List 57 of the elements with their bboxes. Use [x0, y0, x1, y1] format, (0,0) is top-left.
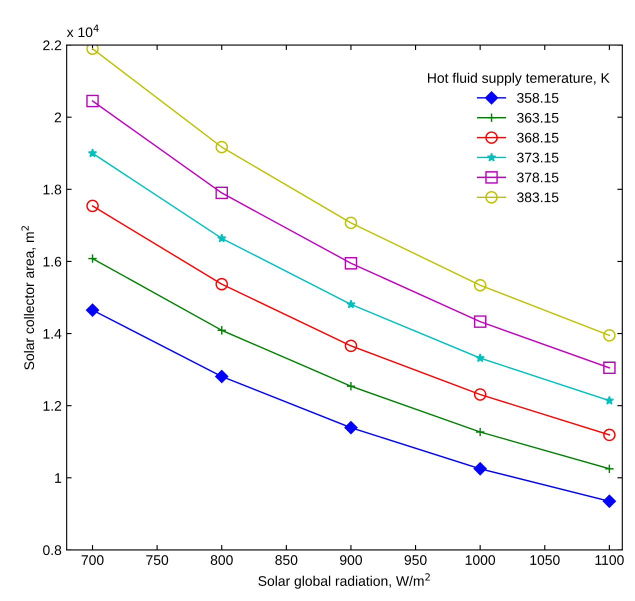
legend-title: Hot fluid supply temerature, K: [428, 72, 610, 86]
x-tick-label: 750: [146, 555, 168, 565]
x-tick-label: 1000: [466, 555, 496, 565]
point: [88, 148, 98, 158]
y-tick-label: 2: [54, 112, 62, 122]
y-tick-label: 1.6: [44, 256, 62, 267]
point: [604, 464, 614, 474]
x-tick-label: 850: [275, 555, 298, 565]
point: [86, 304, 100, 317]
legend-label: 373.15: [517, 152, 558, 162]
point: [217, 233, 226, 242]
point: [602, 494, 616, 508]
point: [344, 216, 358, 230]
point: [346, 381, 356, 392]
point: [86, 200, 99, 212]
y-tick-label: 1.4: [44, 329, 62, 339]
point: [215, 140, 228, 154]
point: [346, 299, 356, 308]
point: [88, 254, 98, 264]
legend-label: 378.15: [517, 172, 558, 182]
point: [86, 45, 99, 55]
point: [474, 462, 487, 476]
point: [474, 278, 486, 292]
point: [475, 427, 486, 437]
y-tick-label: 1.8: [44, 184, 62, 194]
point: [216, 325, 227, 336]
point: [603, 329, 616, 342]
point: [215, 186, 228, 200]
point: [215, 278, 228, 290]
point: [344, 340, 358, 352]
y-tick-label: 1.2: [44, 401, 62, 411]
x-axis-title: Solar global radiation, W/m$^{2}$: [258, 573, 430, 589]
point: [603, 362, 616, 374]
legend-label: 358.15: [517, 92, 558, 103]
x-tick-label: 800: [210, 555, 233, 565]
point: [604, 396, 614, 405]
legend-label: 363.15: [517, 112, 558, 123]
point: [86, 94, 99, 108]
point: [474, 388, 486, 401]
y-axis-title: Solar collector area, m$^{2}$: [21, 226, 36, 370]
legend-label: 383.15: [517, 192, 558, 202]
x-tick-label: 900: [340, 555, 362, 565]
legend-label: 368.15: [517, 132, 558, 143]
text: x 10$^{4}$: [66, 24, 99, 38]
y-tick-label: 2.2: [43, 40, 62, 50]
point: [603, 428, 616, 442]
point: [215, 370, 228, 384]
x-tick-label: 1100: [596, 555, 624, 565]
x-tick-label: 1050: [530, 555, 560, 565]
point: [344, 256, 358, 270]
x-tick-label: 700: [82, 555, 104, 565]
x-tick-label: 950: [404, 555, 427, 565]
point: [476, 353, 485, 362]
point: [474, 315, 486, 328]
y-tick-label: 0.8: [43, 545, 62, 556]
y-tick-label: 1: [55, 473, 62, 483]
point: [344, 421, 358, 434]
